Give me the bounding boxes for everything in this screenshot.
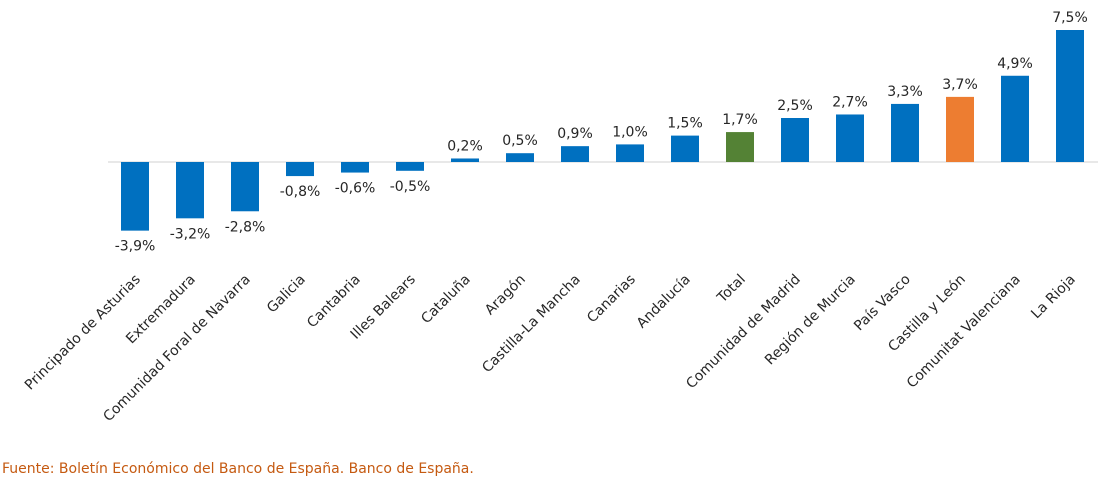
bar [891, 103, 919, 162]
bar-chart: -3,9% -3,2% -2,8% -0,8% -0,6% -0,5% 0,2% 0,5% 0,… [22, 10, 1098, 425]
data-label: 0,9% [557, 126, 593, 142]
category-label: Cataluña [418, 272, 474, 328]
data-label: 2,7% [832, 94, 868, 110]
data-label: 3,7% [942, 77, 978, 93]
bar [616, 144, 644, 162]
data-label: -0,8% [280, 184, 321, 200]
category-label: Aragón [482, 272, 529, 319]
data-label: 1,7% [722, 112, 758, 128]
bar [946, 96, 974, 162]
bar [726, 132, 754, 162]
category-label: Castilla-La Mancha [479, 272, 584, 377]
category-label: Canarias [584, 272, 639, 327]
category-label: Comunitat Valenciana [904, 272, 1024, 392]
bar [836, 114, 864, 162]
data-label: 2,5% [777, 98, 813, 114]
data-label: 3,3% [887, 84, 923, 100]
data-label: -3,2% [170, 226, 211, 242]
category-label: Cantabria [304, 272, 364, 332]
category-label: Andalucía [634, 272, 694, 332]
category-label: Comunidad de Madrid [683, 272, 804, 393]
data-label: 1,5% [667, 116, 703, 132]
data-label: 7,5% [1052, 10, 1088, 26]
data-label: 1,0% [612, 124, 648, 140]
bar [451, 158, 479, 162]
category-label: Total [714, 272, 749, 307]
bar [231, 162, 259, 212]
data-label: 0,2% [447, 138, 483, 154]
category-label: Región de Murcia [762, 272, 859, 369]
source-note: Fuente: Boletín Económico del Banco de E… [2, 461, 474, 477]
bar [1056, 30, 1084, 162]
data-label: -3,9% [115, 239, 156, 255]
data-label: -2,8% [225, 219, 266, 235]
data-label: -0,5% [390, 179, 431, 195]
category-label: Galicia [264, 272, 309, 317]
bar [286, 162, 314, 177]
bar [671, 135, 699, 162]
bar [1001, 75, 1029, 162]
category-label: La Rioja [1028, 272, 1079, 323]
bar [176, 162, 204, 219]
bar [396, 162, 424, 171]
bar [121, 162, 149, 231]
data-label: 4,9% [997, 56, 1033, 72]
data-label: -0,6% [335, 181, 376, 197]
bar [341, 162, 369, 173]
bar [781, 118, 809, 162]
data-label: 0,5% [502, 133, 538, 149]
bar [506, 153, 534, 162]
bar [561, 146, 589, 162]
